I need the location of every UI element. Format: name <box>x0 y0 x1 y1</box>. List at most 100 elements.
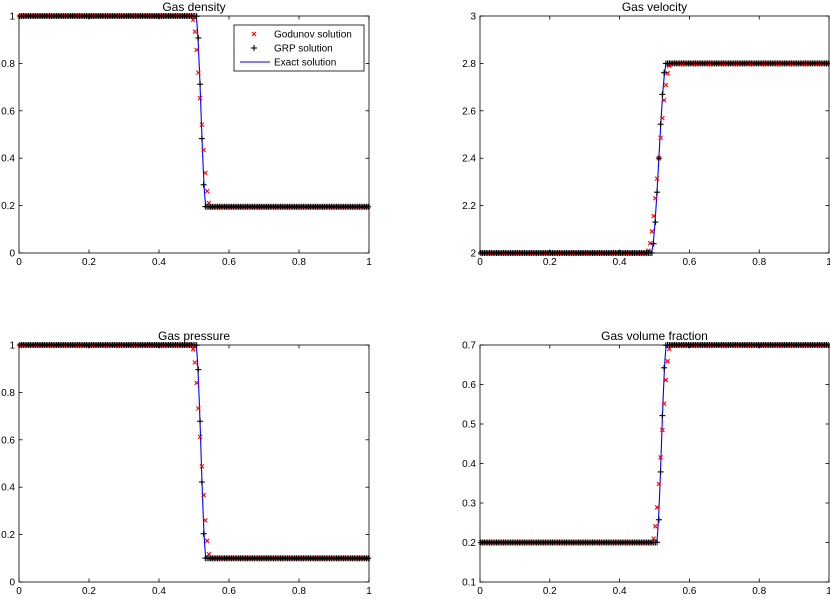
grp-point <box>650 240 657 247</box>
godunov-point <box>656 481 662 487</box>
x-tick-label: 0.8 <box>752 586 766 597</box>
godunov-point <box>197 95 203 101</box>
godunov-point <box>192 360 198 365</box>
grp-point <box>365 203 372 210</box>
y-tick-label: 0.2 <box>1 201 15 212</box>
y-tick-label: 0.4 <box>1 154 15 165</box>
y-tick-label: 0.2 <box>1 530 15 541</box>
x-tick-label: 0.2 <box>543 257 557 268</box>
y-tick-label: 1 <box>9 341 15 352</box>
godunov-point <box>654 176 660 182</box>
grp-point <box>661 69 668 76</box>
x-tick-label: 1 <box>366 586 372 597</box>
x-tick-label: 0 <box>477 586 483 597</box>
godunov-point <box>663 82 669 88</box>
grp-point <box>198 135 205 142</box>
godunov-point <box>659 115 665 121</box>
y-tick-label: 0.3 <box>462 499 476 510</box>
x-tick-label: 0.8 <box>752 257 766 268</box>
grp-point <box>193 13 200 20</box>
godunov-point <box>204 188 210 194</box>
godunov-point <box>202 170 208 176</box>
y-tick-label: 0.6 <box>462 380 476 391</box>
godunov-point <box>201 492 207 498</box>
godunov-point <box>202 518 208 523</box>
grp-point <box>654 539 661 546</box>
godunov-point <box>649 229 655 234</box>
godunov-point <box>647 240 653 246</box>
y-tick-label: 0.5 <box>462 420 476 431</box>
grp-point <box>657 468 664 475</box>
grp-point <box>659 91 666 98</box>
exact-solution-line <box>480 344 829 544</box>
x-tick-label: 0.4 <box>152 586 166 597</box>
grp-point <box>251 45 257 51</box>
godunov-point <box>199 464 205 469</box>
godunov-point <box>195 405 201 411</box>
grp-point <box>200 530 207 537</box>
y-tick-label: 1 <box>9 12 15 23</box>
legend: Godunov solution GRP solution Exact soluti… <box>233 24 365 72</box>
axes-box <box>18 344 370 583</box>
y-tick-label: 2.4 <box>462 154 476 165</box>
y-tick-label: 0 <box>9 578 15 589</box>
y-tick-label: 2.6 <box>462 106 476 117</box>
grp-point <box>655 516 662 523</box>
y-tick-label: 0.2 <box>462 538 476 549</box>
grp-point <box>825 60 830 67</box>
panel-2: Gas velocity 0 0.2 0.4 0.6 0.8 1 2 2.2 2.4 2.6 2.8 3 <box>462 0 830 268</box>
axes-box <box>479 344 830 583</box>
x-tick-label: 0.6 <box>682 257 696 268</box>
godunov-point <box>665 70 670 76</box>
grp-point <box>197 81 204 88</box>
godunov-point <box>661 401 667 407</box>
chart-title: Gas velocity <box>622 0 687 14</box>
x-tick-label: 1 <box>826 586 830 597</box>
godunov-point <box>199 122 205 127</box>
grp-point <box>654 189 661 196</box>
x-tick-label: 0 <box>477 257 483 268</box>
grp-point <box>197 418 204 425</box>
panel-3: Gas pressure 0 0.2 0.4 0.6 0.8 1 0 0.2 0.4 0.6 0.8 1 <box>1 329 372 597</box>
x-tick-label: 0.6 <box>222 586 236 597</box>
chart-title: Gas volume fraction <box>601 329 708 343</box>
grp-point <box>193 342 200 349</box>
y-tick-label: 0.8 <box>1 59 15 70</box>
grp-point <box>659 412 666 419</box>
x-tick-label: 1 <box>366 257 372 268</box>
x-tick-label: 0.2 <box>82 257 96 268</box>
y-tick-label: 0.1 <box>462 578 476 589</box>
godunov-point <box>204 538 210 544</box>
chart-title: Gas pressure <box>158 329 230 343</box>
x-tick-label: 0.4 <box>613 586 627 597</box>
legend-label-godunov: Godunov solution <box>274 30 352 41</box>
grp-point <box>648 249 655 256</box>
godunov-point <box>658 135 663 141</box>
x-tick-label: 0.6 <box>222 257 236 268</box>
godunov-point <box>651 213 657 219</box>
godunov-point <box>194 47 200 53</box>
grp-point <box>365 555 372 562</box>
x-tick-label: 0.2 <box>543 586 557 597</box>
grp-point <box>661 364 668 371</box>
y-tick-label: 2 <box>470 249 476 260</box>
godunov-point <box>661 97 667 103</box>
panel-1: Gas density 0 0.2 0.4 0.6 0.8 1 0 0.2 0.4 0.6 0.8 1 G… <box>1 0 372 268</box>
y-tick-label: 0.6 <box>1 106 15 117</box>
godunov-point <box>201 147 207 153</box>
x-tick-label: 0.8 <box>292 586 306 597</box>
grp-point <box>195 366 202 373</box>
chart-title: Gas density <box>162 0 225 14</box>
godunov-point <box>197 434 203 440</box>
legend-label-exact: Exact solution <box>274 58 336 69</box>
grp-point <box>198 479 205 486</box>
grp-point <box>200 181 207 188</box>
x-tick-label: 0.4 <box>613 257 627 268</box>
godunov-point <box>652 523 658 529</box>
grp-point <box>655 155 662 162</box>
godunov-point <box>194 380 200 386</box>
y-tick-label: 2.8 <box>462 59 476 70</box>
y-tick-label: 3 <box>470 12 476 23</box>
x-tick-label: 0.2 <box>82 586 96 597</box>
